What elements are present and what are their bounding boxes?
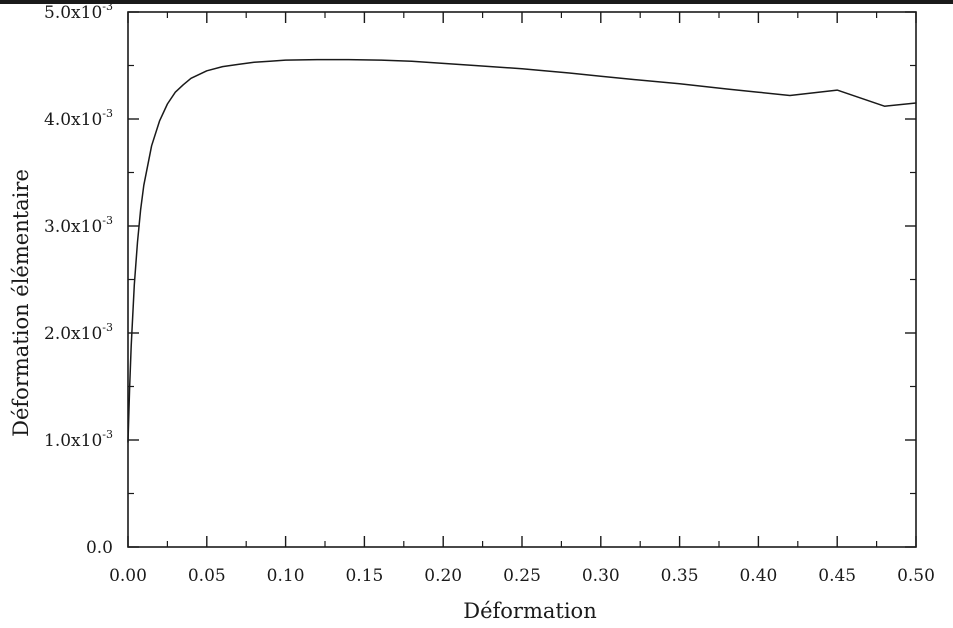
- x-tick-label: 0.25: [503, 566, 541, 586]
- y-tick-label: 2.0x10-3: [44, 321, 113, 344]
- x-tick-label: 0.20: [424, 566, 462, 586]
- y-axis-title: Déformation élémentaire: [9, 169, 33, 437]
- y-tick-label: 1.0x10-3: [44, 428, 113, 451]
- y-tick-label: 0.0: [86, 538, 113, 558]
- series-layer: [127, 58, 917, 443]
- x-tick-label: 0.15: [345, 566, 383, 586]
- top-border-rule: [0, 0, 953, 4]
- x-tick-label: 0.10: [267, 566, 305, 586]
- series-line: [127, 58, 917, 443]
- x-axis-title: Déformation: [463, 599, 596, 623]
- y-tick-label: 3.0x10-3: [44, 214, 113, 237]
- tick-labels-layer: 0.00 0.05 0.10 0.15 0.20 0.25 0.30 0.35 0.40 0.45…: [44, 0, 935, 586]
- y-tick-label: 5.0x10-3: [44, 0, 113, 23]
- x-tick-label: 0.30: [582, 566, 620, 586]
- ticks-layer: [127, 11, 917, 548]
- y-tick-label: 4.0x10-3: [44, 107, 113, 130]
- x-tick-label: 0.40: [739, 566, 777, 586]
- x-tick-label: 0.50: [897, 566, 935, 586]
- axes-layer: [127, 11, 917, 548]
- x-tick-label: 0.35: [661, 566, 699, 586]
- x-tick-label: 0.00: [109, 566, 147, 586]
- x-tick-label: 0.45: [818, 566, 856, 586]
- x-tick-label: 0.05: [188, 566, 226, 586]
- plot-frame: [127, 11, 917, 548]
